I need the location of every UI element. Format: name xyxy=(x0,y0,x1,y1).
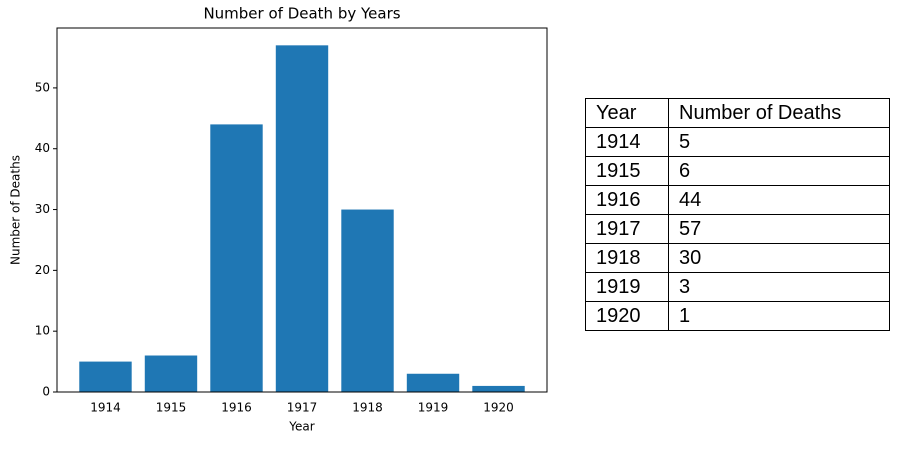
plot-frame xyxy=(56,27,548,393)
bar xyxy=(144,355,198,392)
chart: Number of Death by Years Year Number of … xyxy=(9,5,548,434)
x-tick-label: 1915 xyxy=(156,401,187,415)
table-cell: 1919 xyxy=(585,272,669,302)
table-cell: Number of Deaths xyxy=(668,98,890,128)
x-tick-label: 1916 xyxy=(221,401,252,415)
table-row: 1915 6 xyxy=(585,156,890,186)
bar xyxy=(406,373,460,392)
y-tick-label: 10 xyxy=(35,324,50,338)
x-tick-label: 1914 xyxy=(90,401,121,415)
bar xyxy=(210,124,263,393)
table-cell: Year xyxy=(585,98,669,128)
y-axis-label: Number of Deaths xyxy=(9,155,23,265)
x-tick-label: 1919 xyxy=(418,401,449,415)
x-tick-label: 1918 xyxy=(352,401,383,415)
table-cell: 1917 xyxy=(585,214,669,244)
table-row: 1917 57 xyxy=(585,214,890,244)
table-cell: 1914 xyxy=(585,127,669,157)
table-row: 1916 44 xyxy=(585,185,890,215)
data-table: Year Number of Deaths 1914 5 1915 6 1916 44 1917… xyxy=(585,98,890,331)
table-cell: 30 xyxy=(668,243,890,273)
table-cell: 1915 xyxy=(585,156,669,186)
table-row: 1914 5 xyxy=(585,127,890,157)
table-row: 1918 30 xyxy=(585,243,890,273)
table-cell: 6 xyxy=(668,156,890,186)
table-row: Year Number of Deaths xyxy=(585,98,890,128)
table-cell: 57 xyxy=(668,214,890,244)
table-cell: 44 xyxy=(668,185,890,215)
table-cell: 3 xyxy=(668,272,890,302)
y-tick-label: 30 xyxy=(35,202,50,216)
chart-title: Number of Death by Years xyxy=(203,5,400,23)
x-axis-label: Year xyxy=(288,420,314,434)
y-tick-label: 0 xyxy=(42,385,50,399)
table-row: 1919 3 xyxy=(585,272,890,302)
table-cell: 1918 xyxy=(585,243,669,273)
bar xyxy=(275,45,329,392)
y-tick-label: 40 xyxy=(35,141,50,155)
y-tick-label: 50 xyxy=(35,80,50,94)
table-cell: 5 xyxy=(668,127,890,157)
bar xyxy=(472,385,525,392)
bar xyxy=(79,361,132,392)
table-cell: 1920 xyxy=(585,301,669,331)
table-cell: 1 xyxy=(668,301,890,331)
table-row: 1920 1 xyxy=(585,301,890,331)
y-tick-label: 20 xyxy=(35,263,50,277)
bar xyxy=(341,209,394,392)
x-tick-label: 1917 xyxy=(287,401,318,415)
x-tick-label: 1920 xyxy=(483,401,514,415)
table-cell: 1916 xyxy=(585,185,669,215)
